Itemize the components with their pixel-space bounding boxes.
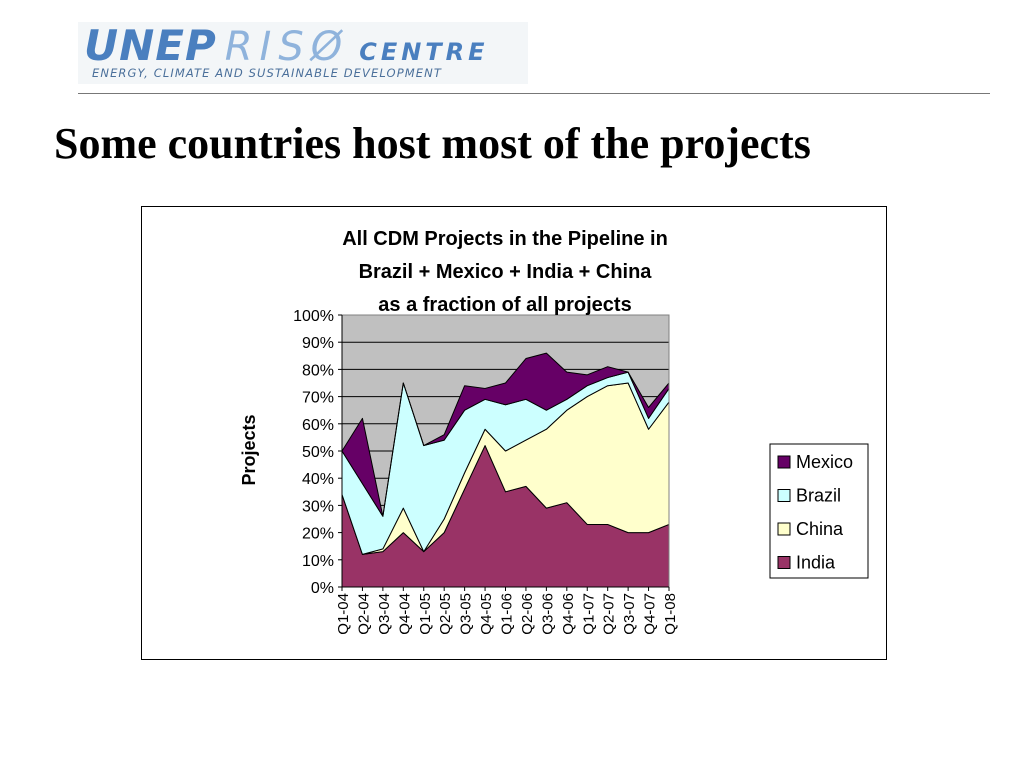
x-tick-label-q4-04: Q4-04 — [396, 593, 413, 635]
y-tick-label-100: 100% — [293, 308, 334, 325]
legend-swatch-china — [777, 522, 791, 536]
y-tick-label-70: 70% — [302, 390, 334, 407]
y-tick-label-60: 60% — [302, 417, 334, 434]
x-tick-label-q3-06: Q3-06 — [539, 593, 556, 635]
x-tick-label-q3-07: Q3-07 — [621, 593, 638, 635]
legend-swatch-india — [777, 556, 791, 569]
y-axis-label: Projects — [239, 414, 259, 485]
y-tick-label-40: 40% — [302, 471, 334, 488]
x-tick-label-q1-07: Q1-07 — [580, 593, 597, 635]
y-tick-label-10: 10% — [302, 553, 334, 570]
logo-wordmark: UNEP RISØ CENTRE — [84, 24, 489, 77]
x-tick-label-q4-05: Q4-05 — [478, 593, 495, 635]
unep-riso-logo: UNEP RISØ CENTRE ENERGY, CLIMATE AND SUSTA… — [78, 22, 528, 84]
x-tick-label-q1-08: Q1-08 — [662, 593, 679, 635]
y-tick-label-50: 50% — [302, 444, 334, 461]
x-tick-label-q4-06: Q4-06 — [560, 593, 577, 635]
y-tick-label-90: 90% — [302, 335, 334, 352]
stacked-area-chart: 0%10%20%30%40%50%60%70%80%90%100%Q1-04 Q2… — [239, 228, 869, 635]
logo-tagline: ENERGY, CLIMATE AND SUSTAINABLE DEVELOPM… — [92, 66, 442, 80]
slide-title: Some countries host most of the projects — [54, 119, 811, 168]
x-tick-label-q1-04: Q1-04 — [335, 593, 352, 635]
y-tick-label-80: 80% — [302, 362, 334, 379]
x-tick-label-q2-04: Q2-04 — [355, 593, 372, 635]
legend-label-india: India — [796, 553, 836, 573]
logo-centre-text: CENTRE — [359, 38, 489, 66]
legend-label-mexico: Mexico — [796, 452, 853, 472]
legend-label-china: China — [796, 519, 844, 539]
x-tick-label-q4-07: Q4-07 — [642, 593, 659, 635]
x-tick-label-q2-05: Q2-05 — [437, 593, 454, 635]
x-tick-label-q2-06: Q2-06 — [519, 593, 536, 635]
x-tick-label-q2-07: Q2-07 — [601, 593, 618, 635]
x-tick-label-q3-05: Q3-05 — [458, 593, 475, 635]
legend-swatch-mexico — [777, 455, 791, 469]
logo-unep-text: UNEP — [84, 21, 217, 70]
x-tick-label-q1-06: Q1-06 — [499, 593, 516, 635]
y-tick-label-0: 0% — [311, 580, 334, 597]
legend-swatch-brazil — [777, 489, 791, 502]
chart-title-line-3: as a fraction of all projects — [378, 294, 631, 316]
x-tick-label-q1-05: Q1-05 — [417, 593, 434, 635]
y-tick-label-20: 20% — [302, 526, 334, 543]
header-divider — [78, 93, 990, 94]
y-tick-label-30: 30% — [302, 498, 334, 515]
chart-frame: 0% 10% 20% 30% 40% 50% 60% 70% 80% 90% 100% Q1-04 Q2… — [141, 206, 887, 660]
logo-riso-text: RISØ — [224, 24, 350, 70]
legend-label-brazil: Brazil — [796, 486, 841, 506]
chart-title-line-1: All CDM Projects in the Pipeline in — [342, 228, 668, 250]
chart-title-line-2: Brazil + Mexico + India + China — [359, 261, 653, 283]
x-tick-label-q3-04: Q3-04 — [376, 593, 393, 635]
